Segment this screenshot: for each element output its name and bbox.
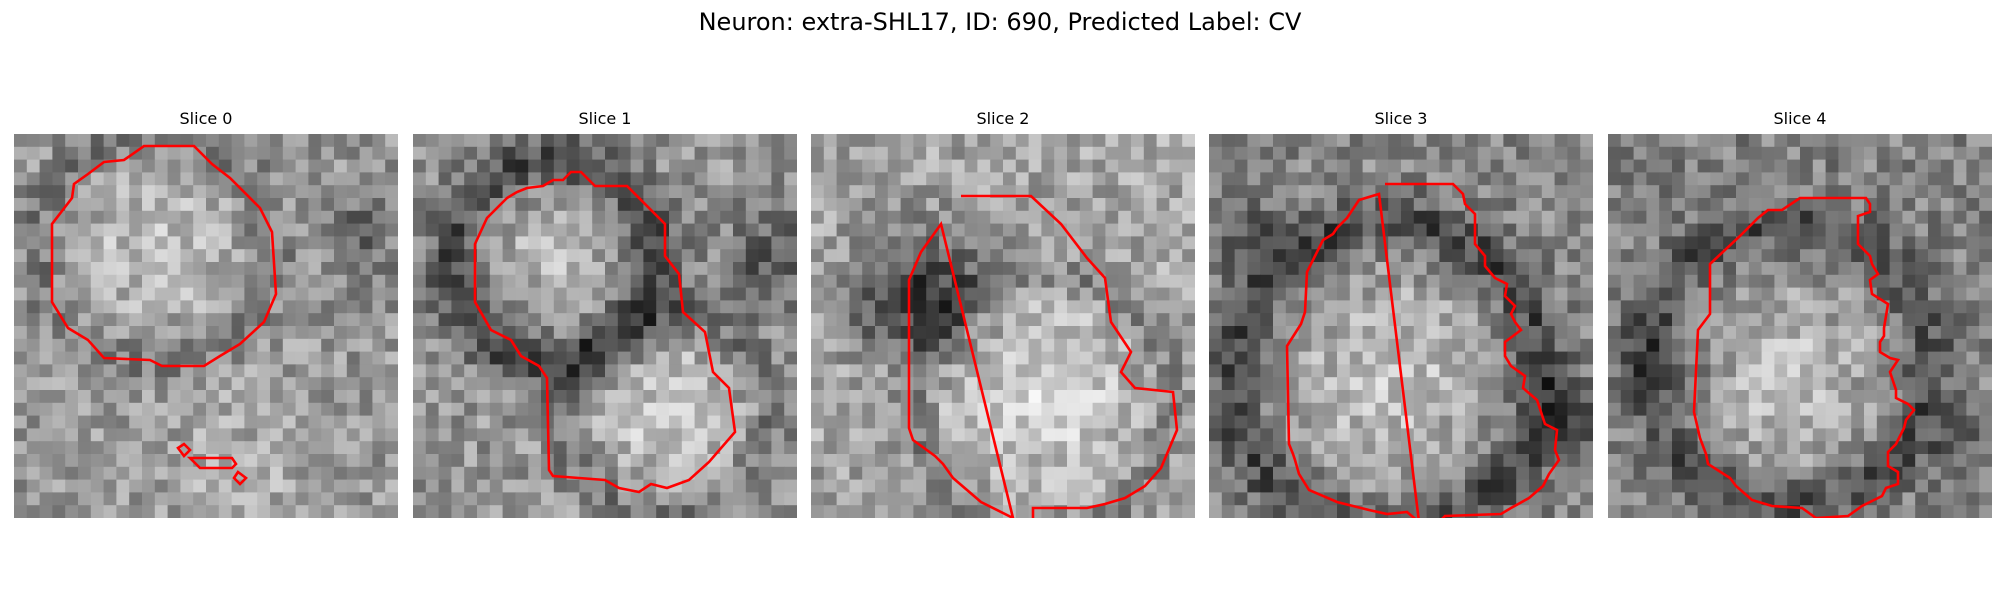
slice-title: Slice 2 xyxy=(811,108,1195,130)
slice-image xyxy=(1209,134,1593,518)
slice-title: Slice 1 xyxy=(413,108,797,130)
slice-panel-3: Slice 3 xyxy=(1209,108,1593,518)
slice-title: Slice 3 xyxy=(1209,108,1593,130)
figure-title: Neuron: extra-SHL17, ID: 690, Predicted … xyxy=(0,8,2000,36)
slice-image xyxy=(14,134,398,518)
slice-image xyxy=(413,134,797,518)
slice-panel-2: Slice 2 xyxy=(811,108,1195,518)
slice-title: Slice 4 xyxy=(1608,108,1992,130)
slice-panel-0: Slice 0 xyxy=(14,108,398,518)
slice-panel-1: Slice 1 xyxy=(413,108,797,518)
slice-title: Slice 0 xyxy=(14,108,398,130)
slice-image xyxy=(811,134,1195,518)
slice-image xyxy=(1608,134,1992,518)
slice-panel-4: Slice 4 xyxy=(1608,108,1992,518)
